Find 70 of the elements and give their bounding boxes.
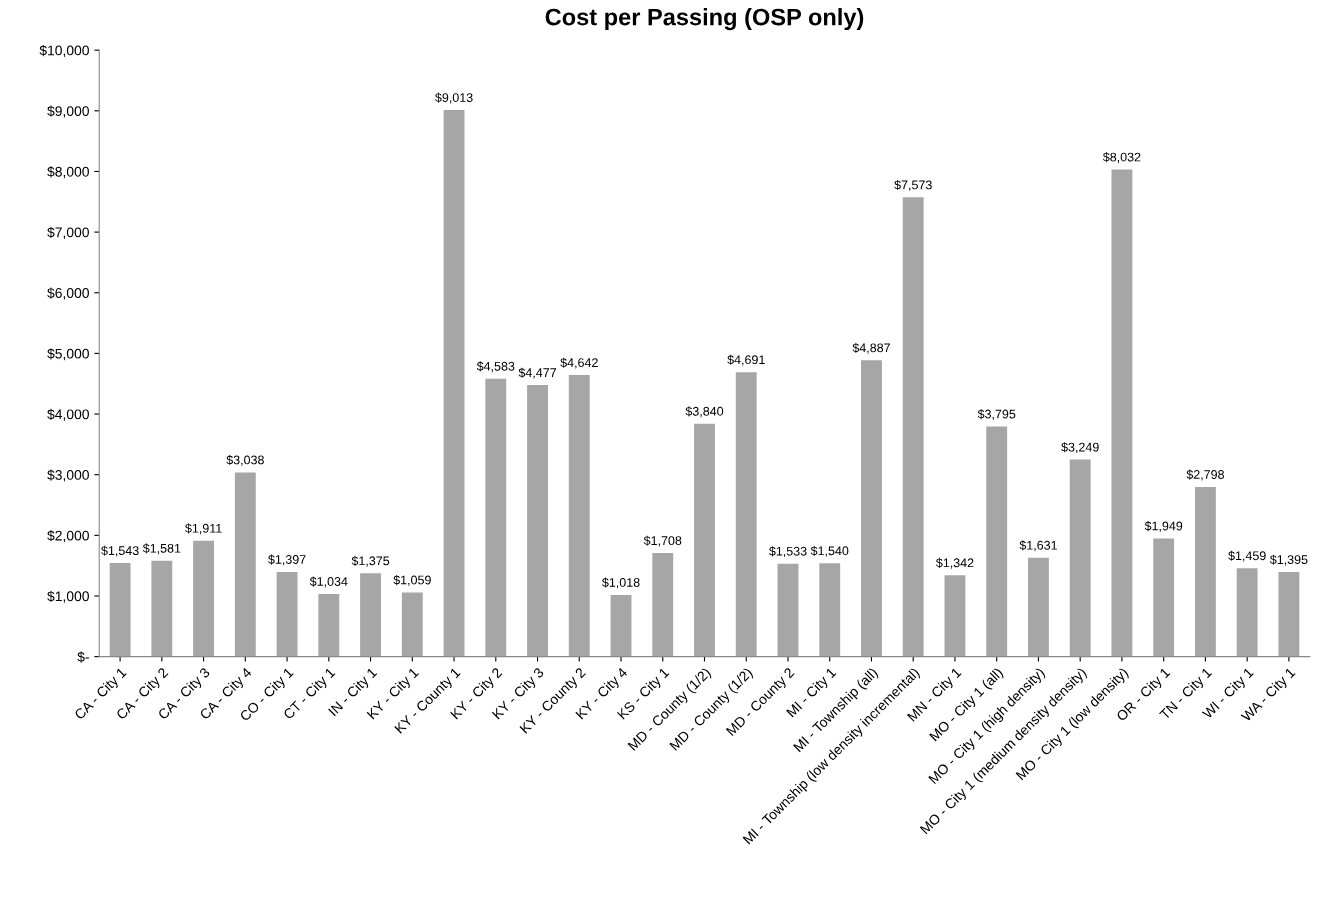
bar xyxy=(318,593,340,657)
y-tick-label: $7,000 xyxy=(47,226,89,239)
data-label: $1,631 xyxy=(1019,540,1057,552)
bar xyxy=(485,378,507,657)
y-tick-label: $8,000 xyxy=(47,166,89,179)
y-tick-label: $- xyxy=(77,651,89,663)
bar xyxy=(276,571,298,657)
bar xyxy=(652,553,674,657)
data-label: $3,795 xyxy=(977,409,1016,420)
bar xyxy=(610,594,632,657)
data-label: $1,059 xyxy=(393,575,431,586)
bar xyxy=(234,472,256,657)
y-tick-label: $6,000 xyxy=(47,287,89,300)
bar xyxy=(568,375,590,657)
bar xyxy=(109,563,131,657)
data-label: $1,375 xyxy=(351,555,390,567)
bar xyxy=(861,360,882,657)
bar xyxy=(1236,568,1258,657)
bar xyxy=(735,372,757,657)
y-tick-label: $9,000 xyxy=(47,105,89,118)
bar xyxy=(1153,538,1175,657)
bar xyxy=(401,592,423,657)
data-label: $1,018 xyxy=(602,577,640,589)
bar xyxy=(1194,486,1216,657)
data-label: $7,573 xyxy=(894,179,932,191)
data-label: $4,477 xyxy=(518,367,557,379)
bar xyxy=(694,423,715,657)
bar xyxy=(1278,572,1300,657)
data-label: $1,397 xyxy=(268,554,306,566)
y-tick-label: $5,000 xyxy=(47,348,89,361)
data-label: $9,013 xyxy=(435,92,473,104)
data-label: $2,798 xyxy=(1186,469,1224,481)
bar xyxy=(902,197,924,657)
data-label: $3,038 xyxy=(226,454,264,466)
bar xyxy=(193,540,215,657)
bar xyxy=(819,563,841,657)
y-tick-label: $10,000 xyxy=(39,44,89,57)
y-tick-label: $2,000 xyxy=(47,530,89,543)
bar xyxy=(777,563,799,657)
data-label: $4,642 xyxy=(560,357,598,369)
data-label: $4,583 xyxy=(476,361,515,373)
data-label: $1,395 xyxy=(1269,554,1308,566)
bar xyxy=(151,560,173,657)
bar xyxy=(1111,169,1133,657)
bar xyxy=(443,110,465,657)
data-label: $1,342 xyxy=(935,557,974,569)
data-label: $1,459 xyxy=(1228,550,1266,562)
data-label: $1,533 xyxy=(769,546,807,558)
bar xyxy=(360,573,381,657)
data-label: $1,949 xyxy=(1144,521,1183,532)
data-label: $1,543 xyxy=(101,545,139,557)
data-label: $3,840 xyxy=(685,406,724,418)
bar xyxy=(527,385,548,657)
data-label: $1,540 xyxy=(810,545,849,557)
data-label: $1,911 xyxy=(185,523,222,535)
data-label: $8,032 xyxy=(1102,152,1141,163)
data-label: $1,581 xyxy=(142,543,181,555)
y-tick-label: $4,000 xyxy=(47,408,89,421)
bar xyxy=(1069,459,1091,657)
y-tick-label: $3,000 xyxy=(47,469,89,482)
chart-title: Cost per Passing (OSP only) xyxy=(545,8,864,31)
data-label: $3,249 xyxy=(1061,442,1099,454)
bar xyxy=(944,575,966,657)
bar xyxy=(986,426,1008,657)
data-label: $4,691 xyxy=(727,354,765,366)
data-label: $4,887 xyxy=(852,342,890,354)
y-tick-label: $1,000 xyxy=(47,590,89,603)
data-label: $1,708 xyxy=(643,535,682,547)
data-label: $1,034 xyxy=(309,576,348,588)
bar xyxy=(1028,557,1049,657)
